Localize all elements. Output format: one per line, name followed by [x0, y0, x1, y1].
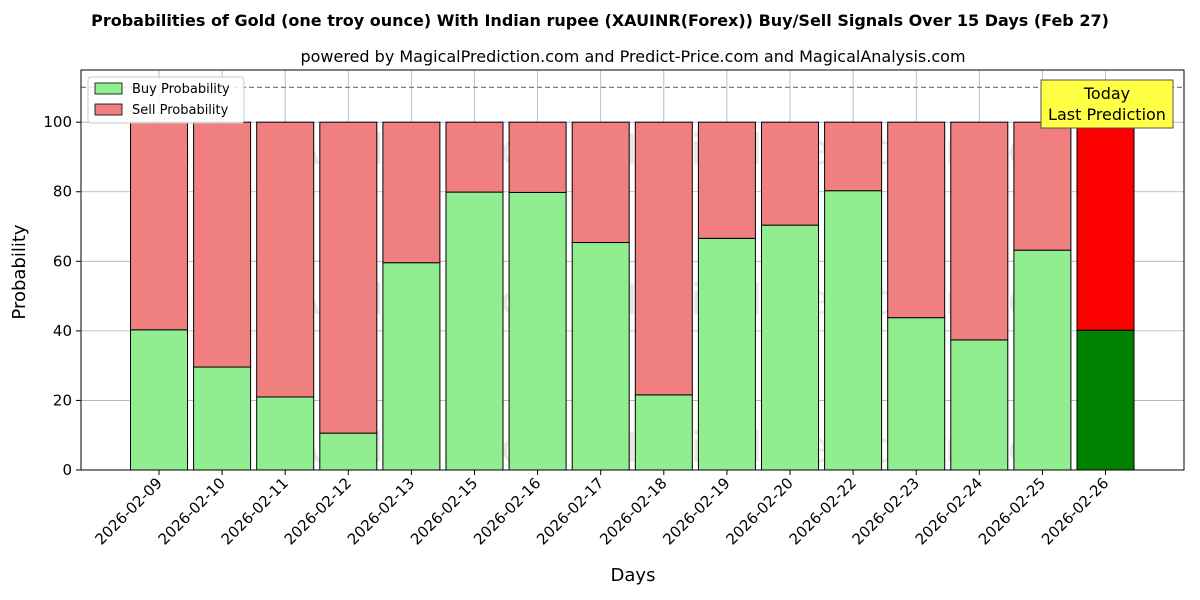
- bar-buy-2026-02-17: [571, 242, 630, 471]
- bar-buy-2026-02-25: [1013, 249, 1072, 471]
- bar-buy-2026-02-19: [697, 237, 756, 471]
- bar-sell-2026-02-25: [1013, 121, 1072, 251]
- x-tick-label: 2026-02-23: [849, 474, 923, 548]
- x-tick-label: 2026-02-13: [344, 474, 418, 548]
- x-tick-label: 2026-02-24: [912, 474, 986, 548]
- x-tick-label: 2026-02-19: [659, 474, 733, 548]
- bars: [130, 121, 1135, 471]
- bar-buy-2026-02-26: [1076, 329, 1135, 471]
- bar-sell-2026-02-18: [634, 121, 693, 396]
- x-tick-label: 2026-02-18: [596, 474, 670, 548]
- today-annotation-box: [1040, 79, 1174, 129]
- y-tick-label: 0: [62, 461, 72, 479]
- plot-frame: [80, 69, 1185, 471]
- bar-sell-2026-02-17: [571, 121, 630, 244]
- bar-buy-2026-02-11: [256, 396, 315, 471]
- bar-buy-2026-02-10: [193, 366, 252, 471]
- x-tick-label: 2026-02-22: [786, 474, 860, 548]
- x-tick-label: 2026-02-20: [722, 474, 796, 548]
- bar-buy-2026-02-24: [950, 339, 1009, 471]
- legend-label-sell: Sell Probability: [132, 103, 229, 118]
- y-tick-label: 20: [53, 391, 72, 409]
- bar-buy-2026-02-16: [508, 191, 567, 471]
- bar-sell-2026-02-10: [193, 121, 252, 368]
- chart-subtitle: powered by MagicalPrediction.com and Pre…: [300, 47, 965, 66]
- x-tick-label: 2026-02-12: [281, 474, 355, 548]
- y-tick-label: 40: [53, 322, 72, 340]
- x-tick-label: 2026-02-25: [975, 474, 1049, 548]
- bar-buy-2026-02-13: [382, 262, 441, 471]
- bar-sell-2026-02-22: [824, 121, 883, 192]
- bar-sell-2026-02-26: [1076, 121, 1135, 331]
- legend-label-buy: Buy Probability: [132, 82, 230, 97]
- y-axis-label: Probability: [9, 224, 30, 319]
- today-annotation-line1: Today: [1083, 84, 1130, 103]
- bar-buy-2026-02-20: [761, 224, 819, 471]
- legend-swatch-buy: [94, 82, 123, 95]
- bar-sell-2026-02-19: [697, 121, 756, 239]
- bar-sell-2026-02-23: [887, 121, 946, 319]
- x-tick-label: 2026-02-15: [407, 474, 481, 548]
- x-tick-label: 2026-02-09: [91, 474, 165, 548]
- y-axis-ticks: 0 20 40 60 80 100: [43, 113, 81, 479]
- bar-buy-2026-02-12: [319, 432, 378, 471]
- x-tick-label: 2026-02-11: [218, 474, 292, 548]
- legend-swatch-sell: [94, 103, 123, 116]
- today-annotation: Today Last Prediction: [1040, 79, 1174, 129]
- bar-sell-2026-02-12: [319, 121, 378, 434]
- x-axis-ticks: 2026-02-092026-02-102026-02-112026-02-12…: [91, 470, 1112, 548]
- x-tick-label: 2026-02-17: [533, 474, 607, 548]
- bar-sell-2026-02-09: [130, 121, 188, 331]
- bar-buy-2026-02-22: [824, 190, 883, 471]
- y-tick-label: 60: [53, 252, 72, 270]
- bar-sell-2026-02-24: [950, 121, 1009, 341]
- y-tick-label: 100: [43, 113, 72, 131]
- legend-box: [87, 76, 245, 124]
- chart-title: Probabilities of Gold (one troy ounce) W…: [91, 11, 1109, 30]
- bar-sell-2026-02-15: [445, 121, 504, 193]
- x-tick-label: 2026-02-16: [470, 474, 544, 548]
- x-axis-label: Days: [611, 565, 656, 586]
- bar-buy-2026-02-09: [130, 329, 188, 471]
- bar-sell-2026-02-11: [256, 121, 315, 398]
- bar-sell-2026-02-16: [508, 121, 567, 193]
- x-tick-label: 2026-02-26: [1038, 474, 1112, 548]
- y-tick-label: 80: [53, 183, 72, 201]
- x-tick-label: 2026-02-10: [155, 474, 229, 548]
- bar-sell-2026-02-13: [382, 121, 441, 264]
- bar-sell-2026-02-20: [761, 121, 819, 226]
- today-annotation-line2: Last Prediction: [1048, 105, 1166, 124]
- bar-buy-2026-02-23: [887, 317, 946, 471]
- legend: Buy Probability Sell Probability: [87, 76, 245, 124]
- bar-buy-2026-02-15: [445, 191, 504, 471]
- bar-buy-2026-02-18: [634, 394, 693, 471]
